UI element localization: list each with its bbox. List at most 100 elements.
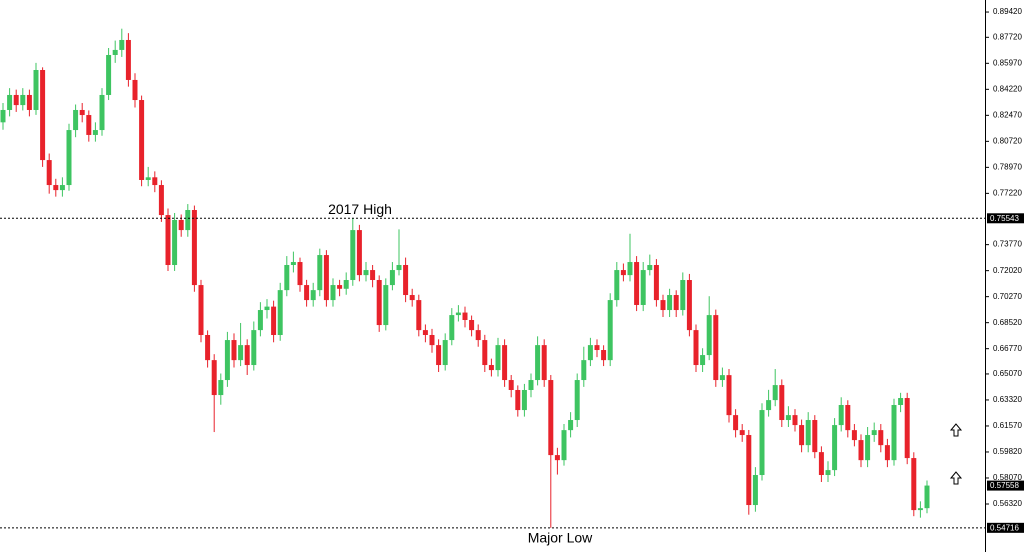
candle-body (561, 430, 567, 461)
y-tick-label: 0.89420 (993, 7, 1022, 16)
candle-body (422, 330, 428, 336)
candle-body (508, 380, 514, 390)
candle-body (818, 452, 824, 476)
candle-body (205, 335, 211, 361)
candle-body (488, 365, 494, 371)
candle-body (33, 70, 39, 110)
candle-body (825, 470, 831, 476)
candle-body (389, 270, 395, 286)
candle-body (792, 415, 798, 426)
candle-body (851, 430, 857, 441)
candle-body (680, 280, 686, 311)
candle-body (805, 420, 811, 446)
y-tick-label: 0.56320 (993, 499, 1022, 508)
candle-body (218, 380, 224, 396)
candle-body (521, 389, 527, 411)
candle-body (475, 330, 481, 341)
y-tick-label: 0.85970 (993, 58, 1022, 67)
candle-body (403, 265, 409, 296)
arrow-icon (949, 423, 963, 485)
candle-body (20, 94, 26, 106)
candle-body (528, 380, 534, 390)
candle-body (46, 160, 52, 186)
candle-body (594, 345, 600, 351)
candle-body (152, 177, 158, 186)
candle-body (884, 445, 890, 461)
candle-body (178, 219, 184, 231)
candle-body (746, 435, 752, 506)
candle-body (238, 345, 244, 361)
candle-body (73, 109, 79, 131)
candle-body (686, 280, 692, 331)
candle-body (898, 398, 904, 406)
candle-body (653, 265, 659, 301)
candle-body (739, 430, 745, 436)
candle-body (436, 345, 442, 366)
y-tick-label: 0.77220 (993, 188, 1022, 197)
candle-body (277, 290, 283, 336)
y-tick-label: 0.59820 (993, 447, 1022, 456)
candle-body (574, 380, 580, 421)
candle-body (264, 306, 270, 311)
annotation: Major Low (528, 530, 593, 546)
candle-body (634, 262, 640, 305)
candle-body (125, 39, 131, 80)
candle-body (766, 400, 772, 411)
candle-body (284, 265, 290, 291)
candle-body (865, 435, 871, 461)
candle-body (858, 440, 864, 461)
candle-body (132, 79, 138, 101)
y-tick-label: 0.66770 (993, 344, 1022, 353)
candle-body (337, 285, 343, 289)
candle-body (99, 94, 105, 131)
y-tick-label: 0.84220 (993, 84, 1022, 93)
candle-body (462, 312, 468, 320)
candle-body (26, 94, 32, 110)
candle-body (673, 295, 679, 311)
candle-body (719, 375, 725, 381)
candle-body (112, 49, 118, 55)
candle-body (891, 405, 897, 461)
annotation: 2017 High (328, 201, 392, 217)
y-tick-label: 0.82470 (993, 110, 1022, 119)
candle-body (396, 265, 402, 271)
candle-body (13, 94, 19, 106)
candle-body (548, 380, 554, 456)
candle-body (106, 54, 112, 95)
candle-body (726, 375, 732, 416)
candle-body (251, 330, 257, 366)
candle-body (304, 285, 310, 301)
candle-body (752, 475, 758, 506)
candle-body (924, 485, 930, 509)
candle-body (244, 345, 250, 366)
y-tick-label: 0.72020 (993, 266, 1022, 275)
y-tick-label: 0.73770 (993, 240, 1022, 249)
candle-body (706, 315, 712, 356)
candle-body (759, 410, 765, 476)
candle-body (257, 310, 263, 331)
candle-body (198, 285, 204, 336)
candle-body (495, 345, 501, 371)
candle-body (733, 415, 739, 431)
candle-body (799, 425, 805, 446)
y-tick-label: 0.65070 (993, 369, 1022, 378)
candle-body (838, 405, 844, 426)
candle-body (158, 185, 164, 216)
y-tick-label: 0.58070 (993, 473, 1022, 482)
candle-body (211, 360, 217, 396)
y-tick-label: 0.63320 (993, 395, 1022, 404)
candle-body (59, 185, 65, 191)
candle-body (231, 340, 237, 361)
candle-body (482, 340, 488, 366)
candle-body (79, 109, 85, 116)
candle-body (429, 335, 435, 346)
candle-body (442, 340, 448, 366)
candle-body (86, 115, 92, 135)
candle-body (700, 355, 706, 366)
candle-body (317, 255, 323, 291)
candle-body (541, 345, 547, 381)
candle-body (119, 39, 125, 50)
y-tick-label: 0.80720 (993, 136, 1022, 145)
candle-body (713, 315, 719, 381)
candle-body (640, 270, 646, 305)
